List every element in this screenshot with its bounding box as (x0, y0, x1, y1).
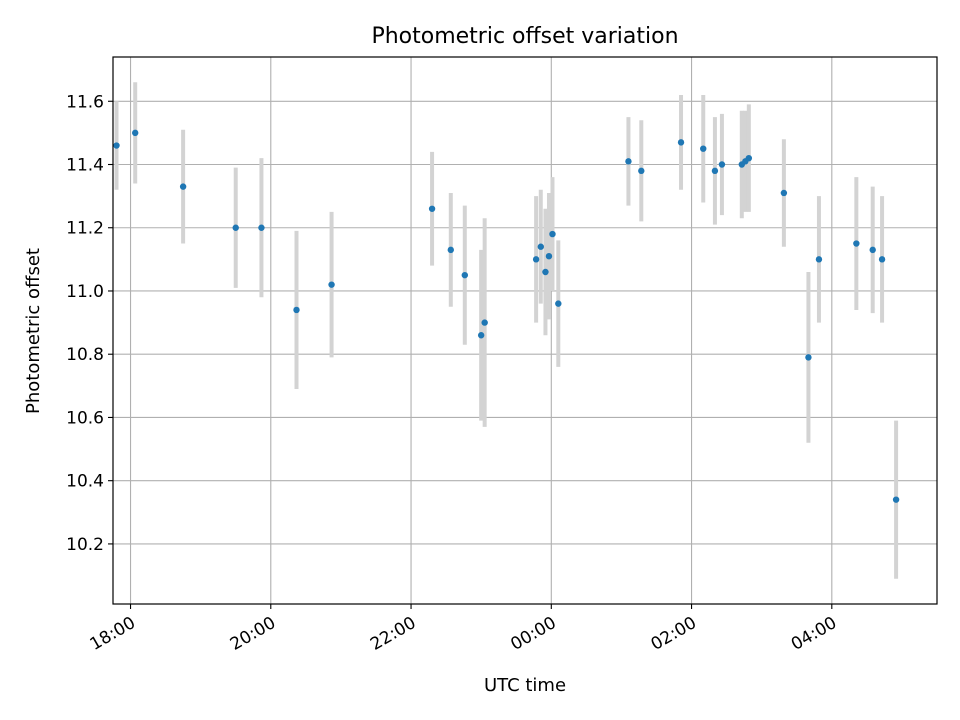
data-point (869, 246, 876, 254)
data-point (892, 496, 900, 503)
data-point (328, 281, 335, 288)
data-point (545, 252, 553, 260)
data-point (549, 230, 556, 238)
data-point (700, 145, 707, 152)
data-point (780, 189, 788, 197)
x-tick-label: 22:00 (367, 613, 419, 655)
x-tick-label: 00:00 (507, 613, 559, 655)
y-tick-label: 10.8 (66, 345, 104, 365)
y-tick-label: 11.2 (66, 219, 104, 239)
data-point (555, 300, 562, 307)
chart-title: Photometric offset variation (371, 24, 678, 49)
data-point (815, 256, 823, 263)
data-point (853, 240, 860, 247)
data-point (481, 319, 488, 326)
errorbar-layer (114, 82, 899, 579)
data-point (461, 271, 469, 279)
data-point (677, 139, 685, 146)
y-axis-label: Photometric offset (23, 248, 44, 414)
data-point (878, 256, 886, 263)
data-point (745, 154, 753, 162)
data-point (625, 158, 632, 165)
data-point (258, 224, 265, 231)
x-axis-label: UTC time (484, 675, 566, 696)
data-point (542, 268, 549, 276)
data-point (805, 354, 812, 361)
data-point (537, 243, 544, 250)
data-point (718, 161, 726, 168)
y-tick-label: 11.4 (66, 156, 104, 176)
data-point (293, 306, 300, 314)
data-point (638, 167, 645, 175)
y-tick-label: 10.4 (66, 472, 104, 492)
grid-layer (113, 57, 937, 604)
y-tick-label: 10.6 (66, 408, 104, 428)
data-point (447, 246, 454, 254)
y-tick-label: 11.0 (66, 282, 104, 302)
data-point (179, 183, 187, 190)
data-point (232, 224, 239, 231)
data-point (711, 167, 719, 175)
y-tick-label: 10.2 (66, 535, 104, 555)
data-point (113, 142, 120, 149)
x-tick-label: 20:00 (227, 613, 279, 655)
x-tick-label: 04:00 (788, 613, 840, 655)
data-point (132, 129, 139, 137)
data-point (428, 205, 436, 212)
data-point (532, 256, 540, 263)
data-point (477, 332, 485, 339)
x-tick-label: 02:00 (648, 613, 700, 655)
y-tick-label: 11.6 (66, 92, 104, 112)
point-layer (113, 129, 900, 503)
plot-frame (112, 56, 938, 605)
x-tick-label: 18:00 (87, 613, 139, 655)
